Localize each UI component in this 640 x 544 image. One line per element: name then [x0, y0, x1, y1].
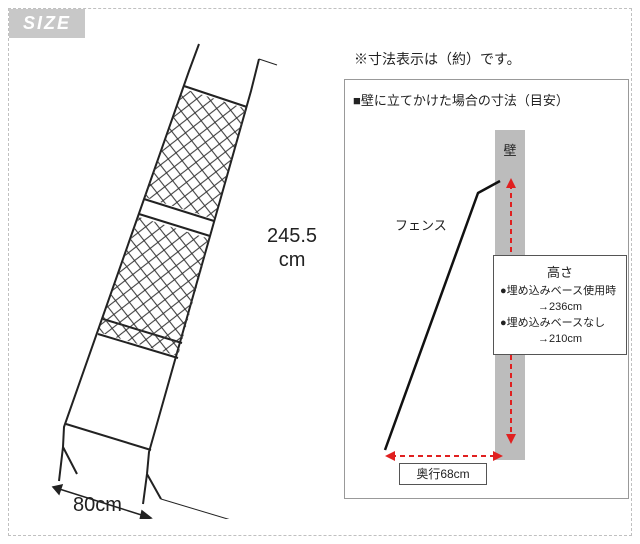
- height-info-box: 高さ ●埋め込みベース使用時 →236cm ●埋め込みベースなし →210cm: [493, 255, 627, 355]
- ladder-height-unit: cm: [279, 249, 306, 271]
- info-value-2: →210cm: [500, 332, 620, 348]
- ladder-width-label: 80cm: [73, 494, 122, 517]
- leaning-dimension-box: ■壁に立てかけた場合の寸法（目安） 壁 フェンス 高さ ●埋め込みベース使用時 …: [344, 79, 629, 499]
- info-value-1: →236cm: [500, 300, 620, 316]
- outer-frame: SIZE: [8, 8, 632, 536]
- info-bullet-1: ●埋め込みベース使用時: [500, 284, 620, 300]
- ladder-diagram: [29, 29, 289, 519]
- wall-label: 壁: [495, 140, 525, 159]
- right-box-title: ■壁に立てかけた場合の寸法（目安）: [353, 90, 569, 109]
- info-title: 高さ: [500, 262, 620, 281]
- depth-arrow: [385, 448, 505, 464]
- info-bullet-2: ●埋め込みベースなし: [500, 316, 620, 332]
- depth-label: 奥行68cm: [399, 463, 487, 485]
- ladder-height-value: 245.5: [267, 225, 317, 247]
- approx-note: ※寸法表示は（約）です。: [354, 49, 521, 69]
- ladder-height-label: 245.5 cm: [267, 224, 317, 272]
